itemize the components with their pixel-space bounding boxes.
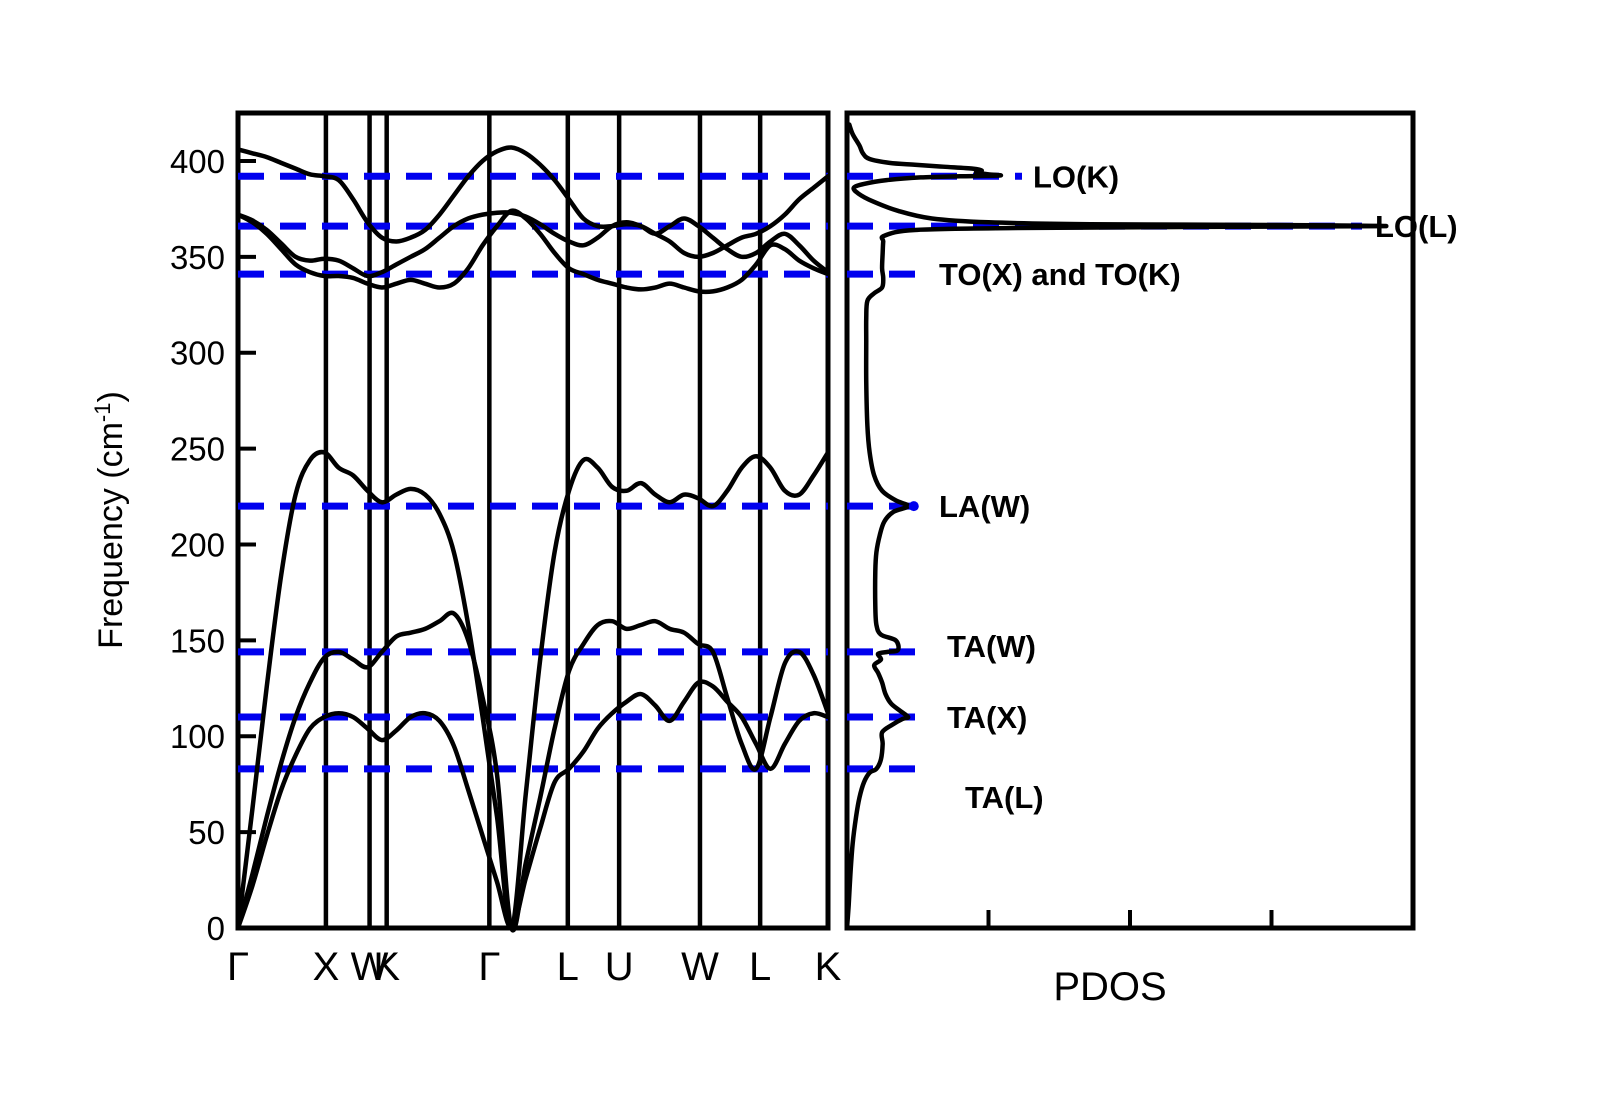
high-symmetry-lines <box>323 113 763 928</box>
pdos-annotation-label: LO(L) <box>1375 209 1458 244</box>
high-symmetry-label: L <box>749 945 771 989</box>
y-tick-label: 250 <box>170 431 225 468</box>
high-symmetry-labels: Γ X WK Γ L U W L K <box>227 945 842 989</box>
y-tick-label: 200 <box>170 526 225 563</box>
pdos-annotation-label: LA(W) <box>939 489 1030 524</box>
pdos-annotation-labels: LO(K) LO(L) TO(X) and TO(K) LA(W) TA(W) TA(X)… <box>939 159 1458 815</box>
band-curve <box>235 210 831 279</box>
dispersion-frame <box>235 110 831 931</box>
y-tick-label: 50 <box>188 814 225 851</box>
high-symmetry-label: L <box>557 945 579 989</box>
band-curve <box>235 208 831 295</box>
pdos-annotation-label: TO(X) and TO(K) <box>939 257 1181 292</box>
la-w-peak-dot <box>908 501 919 512</box>
band-curve <box>235 145 831 260</box>
y-axis-label: Frequency (cm-1) <box>90 391 130 649</box>
pdos-annotation-label: TA(W) <box>947 629 1036 664</box>
high-symmetry-label: Γ <box>227 945 249 989</box>
y-tick-label: 0 <box>207 910 225 947</box>
dispersion-panel: Γ X WK Γ L U W L K <box>227 110 842 989</box>
high-symmetry-label: K <box>373 945 400 989</box>
high-symmetry-label: W <box>351 945 389 989</box>
high-symmetry-label: W <box>681 945 719 989</box>
y-tick-label: 300 <box>170 335 225 372</box>
pdos-axis-label: PDOS <box>1053 965 1166 1009</box>
y-tick-label: 150 <box>170 622 225 659</box>
y-tick-label: 100 <box>170 718 225 755</box>
pdos-x-tick-marks <box>986 910 1415 928</box>
phonon-band-curves <box>235 145 831 933</box>
y-axis-label-text: Frequency (cm <box>92 422 130 649</box>
high-symmetry-label: Γ <box>478 945 500 989</box>
pdos-annotation-label: LO(K) <box>1033 159 1119 194</box>
high-symmetry-label: X <box>313 945 340 989</box>
y-axis-label-tail: ) <box>92 391 130 402</box>
y-tick-labels: 0 50 100 150 200 250 300 350 400 <box>170 143 225 947</box>
y-tick-label: 350 <box>170 239 225 276</box>
svg-text:Frequency (cm-1): Frequency (cm-1) <box>90 391 130 649</box>
band-curve <box>235 449 831 931</box>
pdos-panel: LO(K) LO(L) TO(X) and TO(K) LA(W) TA(W) TA(X)… <box>844 110 1458 1009</box>
pdos-curve <box>844 122 1389 931</box>
y-tick-marks <box>238 158 256 930</box>
high-symmetry-label: U <box>605 945 634 989</box>
high-symmetry-label: K <box>815 945 842 989</box>
pdos-annotation-label: TA(X) <box>947 700 1027 735</box>
y-axis-label-sup: -1 <box>90 403 115 423</box>
band-curve <box>235 610 831 933</box>
y-tick-label: 400 <box>170 143 225 180</box>
pdos-annotation-label: TA(L) <box>965 780 1044 815</box>
